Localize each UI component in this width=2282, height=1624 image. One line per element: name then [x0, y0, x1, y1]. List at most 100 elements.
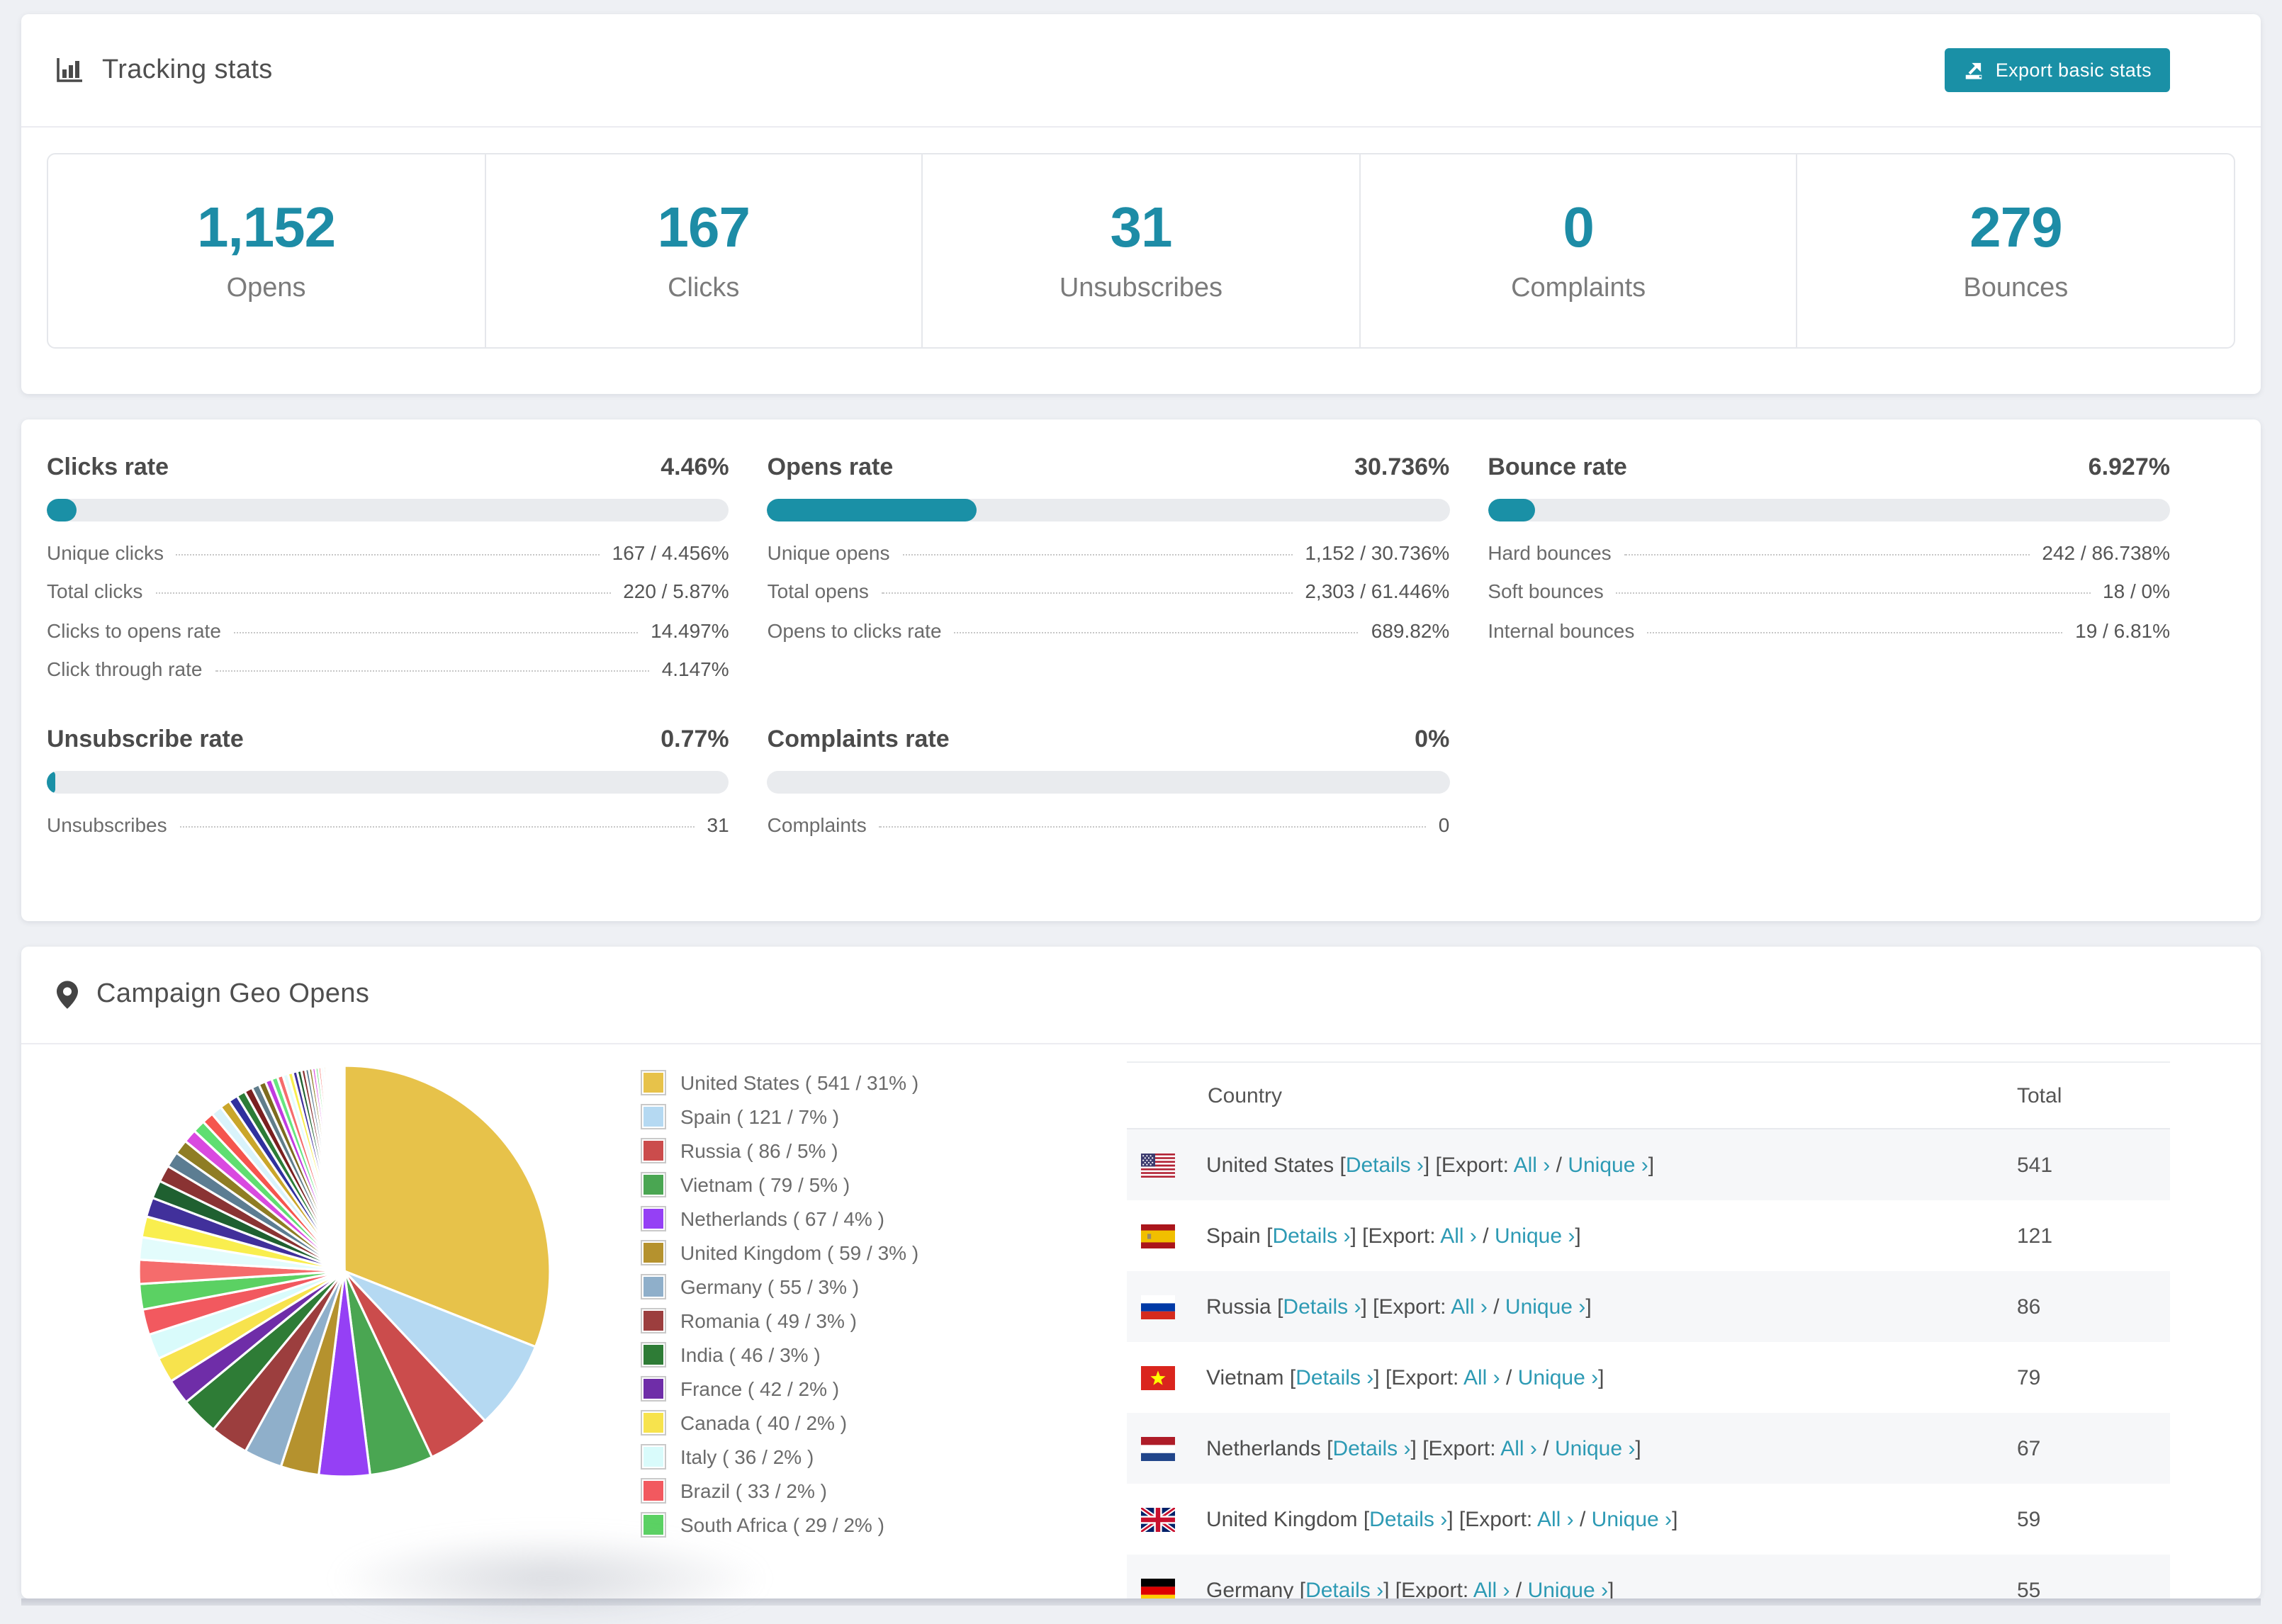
- table-row: Russia [Details ›] [Export: All › / Uniq…: [1127, 1271, 2170, 1342]
- rate-detail-value: 31: [707, 813, 729, 835]
- export-unique-link[interactable]: Unique ›: [1527, 1578, 1608, 1598]
- rate-detail-label: Total opens: [767, 580, 869, 602]
- rate-detail-value: 14.497%: [651, 619, 729, 641]
- progress-bar: [47, 499, 729, 521]
- dotted-leader: [179, 825, 695, 827]
- legend-item[interactable]: Spain ( 121 / 7% ): [641, 1104, 1052, 1129]
- flag-gb-icon: [1141, 1507, 1175, 1531]
- rate-detail-value: 220 / 5.87%: [623, 580, 729, 602]
- export-all-link[interactable]: All ›: [1451, 1295, 1488, 1319]
- country-name: Vietnam: [1206, 1365, 1284, 1389]
- stat-label: Complaints: [1511, 274, 1646, 303]
- legend-item[interactable]: India ( 46 / 3% ): [641, 1342, 1052, 1368]
- progress-bar: [767, 499, 1450, 521]
- tracking-stats-title: Tracking stats: [57, 55, 273, 86]
- legend-item[interactable]: United Kingdom ( 59 / 3% ): [641, 1240, 1052, 1265]
- rate-detail-value: 18 / 0%: [2103, 580, 2170, 602]
- legend-swatch: [641, 1410, 666, 1436]
- table-row: Vietnam [Details ›] [Export: All › / Uni…: [1127, 1342, 2170, 1413]
- dotted-leader: [1624, 553, 2030, 555]
- export-unique-link[interactable]: Unique ›: [1517, 1365, 1599, 1389]
- export-unique-link[interactable]: Unique ›: [1591, 1507, 1673, 1531]
- rate-detail-label: Total clicks: [47, 580, 143, 602]
- rate-detail-label: Click through rate: [47, 658, 203, 680]
- legend-swatch: [641, 1342, 666, 1368]
- stat-value: 167: [657, 197, 751, 259]
- export-basic-stats-button[interactable]: Export basic stats: [1944, 48, 2170, 92]
- country-name: United States: [1206, 1153, 1334, 1177]
- legend-item[interactable]: Russia ( 86 / 5% ): [641, 1138, 1052, 1163]
- rate-detail-value: 4.147%: [661, 658, 729, 680]
- rate-title: Complaints rate: [767, 726, 950, 752]
- details-link[interactable]: Details ›: [1305, 1578, 1384, 1598]
- details-link[interactable]: Details ›: [1295, 1365, 1374, 1389]
- rate-detail-row: Opens to clicks rate 689.82%: [767, 619, 1450, 641]
- legend-item[interactable]: Brazil ( 33 / 2% ): [641, 1478, 1052, 1504]
- legend-swatch: [641, 1172, 666, 1197]
- rate-detail-value: 689.82%: [1371, 619, 1450, 641]
- legend-item[interactable]: South Africa ( 29 / 2% ): [641, 1512, 1052, 1538]
- pie-slice-spain[interactable]: [343, 1270, 537, 1422]
- legend-label: United Kingdom ( 59 / 3% ): [680, 1241, 919, 1264]
- details-link[interactable]: Details ›: [1332, 1436, 1411, 1460]
- country-name: Germany: [1206, 1578, 1294, 1598]
- legend-label: Netherlands ( 67 / 4% ): [680, 1207, 884, 1230]
- legend-swatch: [641, 1376, 666, 1402]
- legend-swatch: [641, 1478, 666, 1504]
- legend-item[interactable]: Romania ( 49 / 3% ): [641, 1308, 1052, 1333]
- dotted-leader: [1616, 592, 2091, 594]
- geo-opens-pie-chart[interactable]: [135, 1061, 554, 1481]
- rate-detail-label: Unsubscribes: [47, 813, 167, 835]
- export-all-link[interactable]: All ›: [1513, 1153, 1551, 1177]
- details-link[interactable]: Details ›: [1369, 1507, 1448, 1531]
- rate-detail-row: Total clicks 220 / 5.87%: [47, 580, 729, 602]
- rate-detail-label: Unique clicks: [47, 541, 164, 563]
- legend-item[interactable]: United States ( 541 / 31% ): [641, 1070, 1052, 1095]
- stat-value: 31: [1110, 197, 1172, 259]
- card-tracking-stats: Tracking stats Export basic stats 1,152 …: [21, 14, 2261, 394]
- rate-value: 0%: [1415, 726, 1450, 752]
- geo-opens-table: Country Total United States [Details ›] …: [1127, 1061, 2170, 1598]
- legend-label: South Africa ( 29 / 2% ): [680, 1513, 884, 1536]
- export-unique-link[interactable]: Unique ›: [1505, 1295, 1586, 1319]
- export-unique-link[interactable]: Unique ›: [1494, 1224, 1575, 1248]
- legend-swatch: [641, 1512, 666, 1538]
- rate-detail-label: Internal bounces: [1488, 619, 1635, 641]
- export-all-link[interactable]: All ›: [1440, 1224, 1477, 1248]
- country-name: Netherlands: [1206, 1436, 1321, 1460]
- export-all-link[interactable]: All ›: [1500, 1436, 1537, 1460]
- export-all-link[interactable]: All ›: [1536, 1507, 1574, 1531]
- export-unique-link[interactable]: Unique ›: [1568, 1153, 1648, 1177]
- legend-label: Italy ( 36 / 2% ): [680, 1445, 814, 1468]
- dotted-leader: [902, 553, 1293, 555]
- legend-label: Germany ( 55 / 3% ): [680, 1275, 860, 1298]
- legend-label: Russia ( 86 / 5% ): [680, 1139, 838, 1162]
- export-all-link[interactable]: All ›: [1473, 1578, 1510, 1598]
- rate-detail-label: Clicks to opens rate: [47, 619, 221, 641]
- dotted-leader: [881, 592, 1293, 594]
- legend-item[interactable]: Italy ( 36 / 2% ): [641, 1444, 1052, 1470]
- details-link[interactable]: Details ›: [1345, 1153, 1424, 1177]
- rate-detail-row: Click through rate 4.147%: [47, 658, 729, 680]
- rate-detail-value: 19 / 6.81%: [2075, 619, 2170, 641]
- rate-detail-label: Opens to clicks rate: [767, 619, 942, 641]
- legend-item[interactable]: Canada ( 40 / 2% ): [641, 1410, 1052, 1436]
- table-header-row: Country Total: [1127, 1063, 2170, 1129]
- rate-detail-row: Internal bounces 19 / 6.81%: [1488, 619, 2170, 641]
- stat-box: 31 Unsubscribes: [923, 154, 1361, 347]
- details-link[interactable]: Details ›: [1283, 1295, 1361, 1319]
- legend-item[interactable]: France ( 42 / 2% ): [641, 1376, 1052, 1402]
- rate-title: Unsubscribe rate: [47, 726, 244, 752]
- rate-block: Bounce rate 6.927% Hard bounces 242 / 86…: [1488, 453, 2170, 677]
- legend-item[interactable]: Vietnam ( 79 / 5% ): [641, 1172, 1052, 1197]
- rate-detail-value: 167 / 4.456%: [612, 541, 729, 563]
- legend-item[interactable]: Netherlands ( 67 / 4% ): [641, 1206, 1052, 1231]
- export-all-link[interactable]: All ›: [1463, 1365, 1500, 1389]
- legend-swatch: [641, 1308, 666, 1333]
- export-unique-link[interactable]: Unique ›: [1554, 1436, 1636, 1460]
- pie-slice-united-states[interactable]: [343, 1064, 551, 1348]
- rate-detail-value: 242 / 86.738%: [2042, 541, 2170, 563]
- legend-item[interactable]: Germany ( 55 / 3% ): [641, 1274, 1052, 1299]
- details-link[interactable]: Details ›: [1272, 1224, 1351, 1248]
